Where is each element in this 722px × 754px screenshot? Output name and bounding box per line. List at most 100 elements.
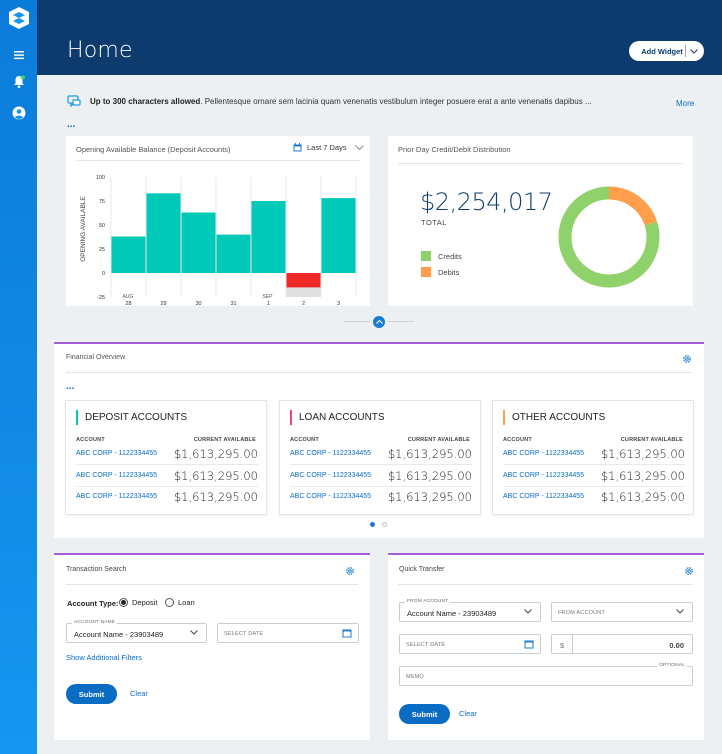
to-account-placeholder: FROM ACCOUNT (558, 610, 606, 616)
account-name-select[interactable]: ACCOUNT NAME Account Name - 23903489 (66, 620, 207, 643)
search-clear-link[interactable]: Clear (130, 689, 148, 698)
x-tick-label: 31 (230, 301, 236, 306)
deposit-accounts-card: DEPOSIT ACCOUNTS ACCOUNT CURRENT AVAILAB… (65, 400, 267, 515)
legend-debits: Debits (421, 267, 459, 277)
account-row: ABC CORP - 1122334455 $1,613,295.00 (76, 487, 258, 508)
balance-card-title: Opening Available Balance (Deposit Accou… (76, 145, 231, 154)
col-available-header: CURRENT AVAILABLE (407, 437, 470, 443)
credits-slice (558, 186, 660, 288)
announcement-icon (67, 95, 81, 107)
x-tick-label: 28 (125, 301, 131, 306)
page-header: Home Add Widget (37, 0, 722, 75)
bar-31 (216, 234, 251, 273)
accent-bar (76, 410, 78, 425)
account-link[interactable]: ABC CORP - 1122334455 (503, 450, 585, 457)
user-profile-icon[interactable] (11, 105, 27, 121)
card-divider (398, 163, 683, 164)
account-link[interactable]: ABC CORP - 1122334455 (76, 493, 158, 500)
pager-dot[interactable] (382, 522, 387, 527)
month-label: SEP (263, 294, 274, 300)
date-range-label: Last 7 Days (307, 143, 347, 152)
y-tick-label: 25 (99, 247, 105, 253)
calendar-icon (293, 143, 302, 152)
bar-3 (321, 198, 356, 273)
optional-label: OPTIONAL (657, 663, 687, 668)
add-widget-button[interactable]: Add Widget (629, 41, 704, 61)
settings-gear-icon[interactable] (682, 354, 692, 364)
from-account-select[interactable]: FROM ACCOUNT Account Name - 23903489 (399, 599, 541, 622)
calendar-icon[interactable] (342, 628, 352, 638)
y-tick-label: 100 (96, 175, 105, 181)
account-link[interactable]: ABC CORP - 1122334455 (503, 472, 585, 479)
amount-input[interactable]: $ 0.00 (551, 634, 693, 654)
account-link[interactable]: ABC CORP - 1122334455 (503, 493, 585, 500)
announcement-dots[interactable]: ... (67, 119, 76, 130)
account-amount: $1,613,295.00 (387, 447, 472, 461)
chevron-down-icon[interactable] (686, 48, 702, 54)
chevron-down-icon (354, 145, 364, 150)
field-separator (572, 635, 573, 653)
account-link[interactable]: ABC CORP - 1122334455 (290, 450, 372, 457)
account-name-label: ACCOUNT NAME (72, 620, 118, 625)
add-widget-label: Add Widget (641, 46, 683, 56)
from-account-value: Account Name - 23903489 (407, 609, 497, 618)
show-additional-filters-link[interactable]: Show Additional Filters (66, 653, 142, 662)
account-amount: $1,613,295.00 (600, 447, 685, 461)
col-account-header: ACCOUNT (76, 437, 105, 443)
divider-line (344, 321, 370, 322)
transfer-date-field[interactable]: SELECT DATE (399, 634, 541, 654)
total-label: TOTAL (421, 218, 447, 227)
account-link[interactable]: ABC CORP - 1122334455 (290, 472, 372, 479)
accent-bar (503, 410, 505, 425)
radio-circle[interactable] (165, 598, 174, 607)
distribution-card-title: Prior Day Credit/Debit Distribution (398, 145, 511, 154)
transfer-submit-button[interactable]: Submit (399, 704, 450, 724)
card-divider (66, 372, 692, 373)
account-link[interactable]: ABC CORP - 1122334455 (76, 472, 158, 479)
quick-transfer-title: Quick Transfer (399, 566, 445, 573)
col-account-header: ACCOUNT (290, 437, 319, 443)
account-row: ABC CORP - 1122334455 $1,613,295.00 (503, 487, 685, 508)
bar-29 (146, 193, 181, 273)
acct-group-title: LOAN ACCOUNTS (299, 412, 385, 423)
pager-dot-active[interactable] (370, 522, 375, 527)
account-row: ABC CORP - 1122334455 $1,613,295.00 (503, 444, 685, 465)
announcement-text: Up to 300 characters allowed. Pellentesq… (90, 97, 592, 106)
chevron-down-icon (524, 609, 532, 614)
account-amount: $1,613,295.00 (173, 490, 258, 504)
calendar-icon[interactable] (524, 639, 534, 649)
radio-loan-label: Loan (178, 598, 195, 607)
collapse-widgets-button[interactable] (373, 316, 385, 328)
account-type-label: Account Type: (67, 599, 119, 608)
credit-debit-donut-chart (558, 186, 660, 288)
chevron-down-icon (190, 630, 198, 635)
radio-circle-selected[interactable] (119, 598, 128, 607)
account-amount: $1,613,295.00 (173, 469, 258, 483)
select-date-field[interactable]: SELECT DATE (217, 623, 359, 643)
bar-28 (111, 236, 146, 273)
date-range-dropdown[interactable]: Last 7 Days (293, 143, 364, 152)
overview-dots[interactable]: ... (66, 381, 75, 392)
transaction-search-card (54, 553, 370, 740)
y-tick-label: 50 (99, 223, 105, 229)
memo-input[interactable]: OPTIONAL MEMO (399, 663, 693, 686)
account-link[interactable]: ABC CORP - 1122334455 (76, 450, 158, 457)
radio-deposit[interactable]: Deposit (119, 598, 157, 607)
search-submit-button[interactable]: Submit (66, 684, 117, 704)
acct-group-title: OTHER ACCOUNTS (512, 412, 606, 423)
chevron-down-icon (676, 609, 684, 614)
account-link[interactable]: ABC CORP - 1122334455 (290, 493, 372, 500)
menu-icon[interactable] (11, 47, 27, 63)
more-link[interactable]: More (676, 99, 695, 108)
notifications-bell-icon[interactable] (11, 74, 27, 90)
to-account-select[interactable]: FROM ACCOUNT (551, 602, 693, 622)
transfer-date-placeholder: SELECT DATE (406, 642, 446, 648)
settings-gear-icon[interactable] (345, 566, 355, 576)
settings-gear-icon[interactable] (684, 566, 694, 576)
account-row: ABC CORP - 1122334455 $1,613,295.00 (76, 444, 258, 465)
transfer-clear-link[interactable]: Clear (459, 709, 477, 718)
legend-swatch (421, 251, 431, 261)
radio-loan[interactable]: Loan (165, 598, 195, 607)
brand-logo-icon (9, 7, 29, 29)
bar-30 (181, 212, 216, 273)
